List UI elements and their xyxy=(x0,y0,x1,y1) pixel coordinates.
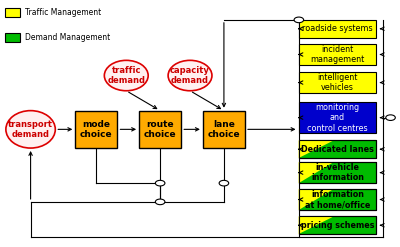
FancyBboxPatch shape xyxy=(5,8,20,17)
Text: pricing schemes: pricing schemes xyxy=(301,221,374,230)
Text: in-vehicle
information: in-vehicle information xyxy=(311,163,364,182)
FancyBboxPatch shape xyxy=(203,111,245,148)
FancyBboxPatch shape xyxy=(299,216,376,234)
Text: traffic
demand: traffic demand xyxy=(107,66,145,85)
Ellipse shape xyxy=(6,111,55,148)
Text: monitoring
and
control centres: monitoring and control centres xyxy=(307,103,368,133)
Text: information
at home/office: information at home/office xyxy=(305,190,370,209)
Text: Dedicated lanes: Dedicated lanes xyxy=(301,145,374,154)
FancyBboxPatch shape xyxy=(139,111,181,148)
FancyBboxPatch shape xyxy=(76,111,117,148)
Ellipse shape xyxy=(104,60,148,91)
FancyBboxPatch shape xyxy=(5,33,20,42)
Text: incident
management: incident management xyxy=(310,45,365,64)
Text: Traffic Management: Traffic Management xyxy=(25,8,101,17)
Text: route
choice: route choice xyxy=(144,120,176,139)
FancyBboxPatch shape xyxy=(299,20,376,38)
Circle shape xyxy=(386,115,395,121)
Ellipse shape xyxy=(168,60,212,91)
Text: intelligent
vehicles: intelligent vehicles xyxy=(317,73,358,92)
FancyBboxPatch shape xyxy=(299,189,376,210)
Circle shape xyxy=(219,180,229,186)
Polygon shape xyxy=(299,141,334,158)
Polygon shape xyxy=(299,189,334,210)
FancyBboxPatch shape xyxy=(299,141,376,158)
Polygon shape xyxy=(299,162,334,183)
Text: transport
demand: transport demand xyxy=(8,120,53,139)
Text: capacity
demand: capacity demand xyxy=(170,66,210,85)
Polygon shape xyxy=(299,216,334,234)
Text: Demand Management: Demand Management xyxy=(25,33,110,42)
Circle shape xyxy=(155,180,165,186)
Text: roadside systems: roadside systems xyxy=(302,24,373,33)
Text: mode
choice: mode choice xyxy=(80,120,113,139)
FancyBboxPatch shape xyxy=(299,44,376,65)
Circle shape xyxy=(155,199,165,205)
FancyBboxPatch shape xyxy=(299,162,376,183)
FancyBboxPatch shape xyxy=(299,72,376,93)
Text: lane
choice: lane choice xyxy=(208,120,240,139)
Circle shape xyxy=(294,17,304,23)
FancyBboxPatch shape xyxy=(299,103,376,133)
